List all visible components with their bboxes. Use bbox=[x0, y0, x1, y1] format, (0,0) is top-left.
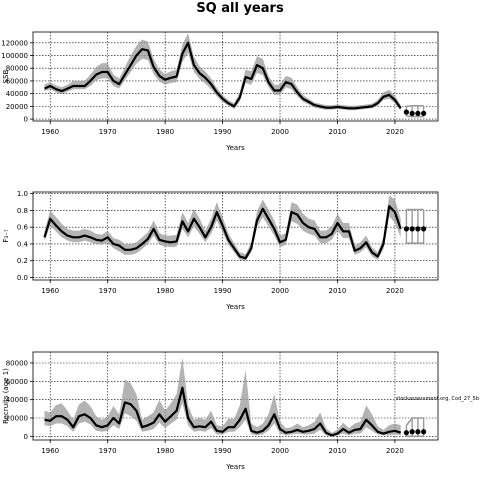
chart-panel-2: 1960 1970 1980 1990 2000 2010 2020 0.0 0.2 0.4 0.6… bbox=[2, 190, 439, 311]
y-axis-label: Recruits (age 1) bbox=[2, 368, 10, 424]
x-tick-label: 2010 bbox=[329, 287, 347, 295]
x-tick-label: 2010 bbox=[329, 128, 347, 136]
plot-frame bbox=[32, 351, 439, 441]
confidence-band bbox=[44, 33, 401, 111]
x-tick-label: 2020 bbox=[386, 128, 404, 136]
projection-point bbox=[409, 429, 415, 435]
x-tick-label: 1960 bbox=[41, 447, 59, 455]
chart-panel-3: 1960 1970 1980 1990 2000 2010 2020 0 20000 40000 6… bbox=[2, 351, 479, 471]
y-tick-label: 40000 bbox=[6, 396, 28, 404]
projection-point bbox=[409, 226, 415, 232]
y-tick-label: 1.0 bbox=[17, 190, 28, 198]
x-tick-label: 1970 bbox=[99, 287, 117, 295]
x-tick-label: 1960 bbox=[41, 287, 59, 295]
y-tick-label: 0.6 bbox=[17, 224, 29, 232]
y-tick-label: 0 bbox=[24, 433, 28, 441]
projection-group bbox=[403, 417, 427, 438]
page-title: SQ all years bbox=[196, 1, 284, 16]
y-tick-label: 80000 bbox=[6, 360, 28, 368]
projection-point bbox=[421, 429, 427, 435]
y-tick-label: 60000 bbox=[6, 77, 28, 85]
y-axis-label: F₃₋₇ bbox=[2, 229, 10, 243]
x-tick-label: 2020 bbox=[386, 447, 404, 455]
y-axis-label: SSB bbox=[2, 69, 10, 83]
y-tick-label: 0.0 bbox=[17, 274, 28, 282]
y-tick-label: 80000 bbox=[6, 65, 28, 73]
projection-upper-line bbox=[406, 104, 424, 108]
projection-upper-line bbox=[405, 417, 424, 426]
y-tick-label: 20000 bbox=[6, 415, 28, 423]
projection-point bbox=[421, 226, 427, 232]
x-axis-label: Years bbox=[225, 303, 245, 311]
projection-point bbox=[409, 110, 415, 116]
estimate-line bbox=[43, 205, 402, 260]
projection-point bbox=[415, 226, 421, 232]
y-tick-label: 0.4 bbox=[17, 240, 29, 248]
plot-frame bbox=[32, 191, 439, 281]
projection-point bbox=[403, 226, 410, 232]
projection-lower-line bbox=[406, 115, 424, 118]
x-tick-label: 1980 bbox=[156, 447, 174, 455]
y-tick-label: 120000 bbox=[1, 39, 28, 47]
y-tick-label: 100000 bbox=[1, 52, 28, 60]
projection-point bbox=[421, 110, 427, 116]
x-tick-label: 1980 bbox=[156, 128, 174, 136]
x-tick-label: 1990 bbox=[214, 287, 232, 295]
x-tick-label: 1970 bbox=[99, 128, 117, 136]
y-tick-label: 60000 bbox=[6, 378, 28, 386]
x-tick-label: 1990 bbox=[214, 447, 232, 455]
estimate-line bbox=[44, 386, 402, 437]
x-tick-label: 2000 bbox=[271, 447, 289, 455]
annotation-text: stockassessment.org, Cod_27_5b bbox=[396, 396, 479, 402]
chart-panel-1: 1960 1970 1980 1990 2000 2010 2020 0 20000 40000 6… bbox=[1, 31, 439, 152]
x-tick-label: 1970 bbox=[99, 447, 117, 455]
projection-point bbox=[415, 110, 421, 116]
y-tick-label: 40000 bbox=[6, 90, 28, 98]
projection-point bbox=[403, 109, 410, 115]
confidence-band bbox=[44, 357, 401, 437]
x-tick-label: 2000 bbox=[271, 128, 289, 136]
y-tick-label: 0 bbox=[24, 116, 28, 124]
projection-point bbox=[403, 430, 410, 436]
projection-group bbox=[403, 208, 427, 244]
x-axis-label: Years bbox=[225, 144, 245, 152]
y-tick-label: 0.2 bbox=[17, 257, 28, 265]
x-tick-label: 1960 bbox=[41, 128, 59, 136]
x-tick-label: 1980 bbox=[156, 287, 174, 295]
estimate-line bbox=[44, 41, 402, 110]
y-tick-label: 0.8 bbox=[17, 207, 28, 215]
x-tick-label: 2020 bbox=[386, 287, 404, 295]
plot-frame bbox=[32, 31, 439, 122]
y-tick-label: 20000 bbox=[6, 103, 28, 111]
x-tick-label: 2010 bbox=[329, 447, 347, 455]
projection-group bbox=[403, 104, 427, 118]
x-tick-label: 1990 bbox=[214, 128, 232, 136]
projection-point bbox=[415, 429, 421, 435]
x-tick-label: 2000 bbox=[271, 287, 289, 295]
x-axis-label: Years bbox=[225, 463, 245, 471]
